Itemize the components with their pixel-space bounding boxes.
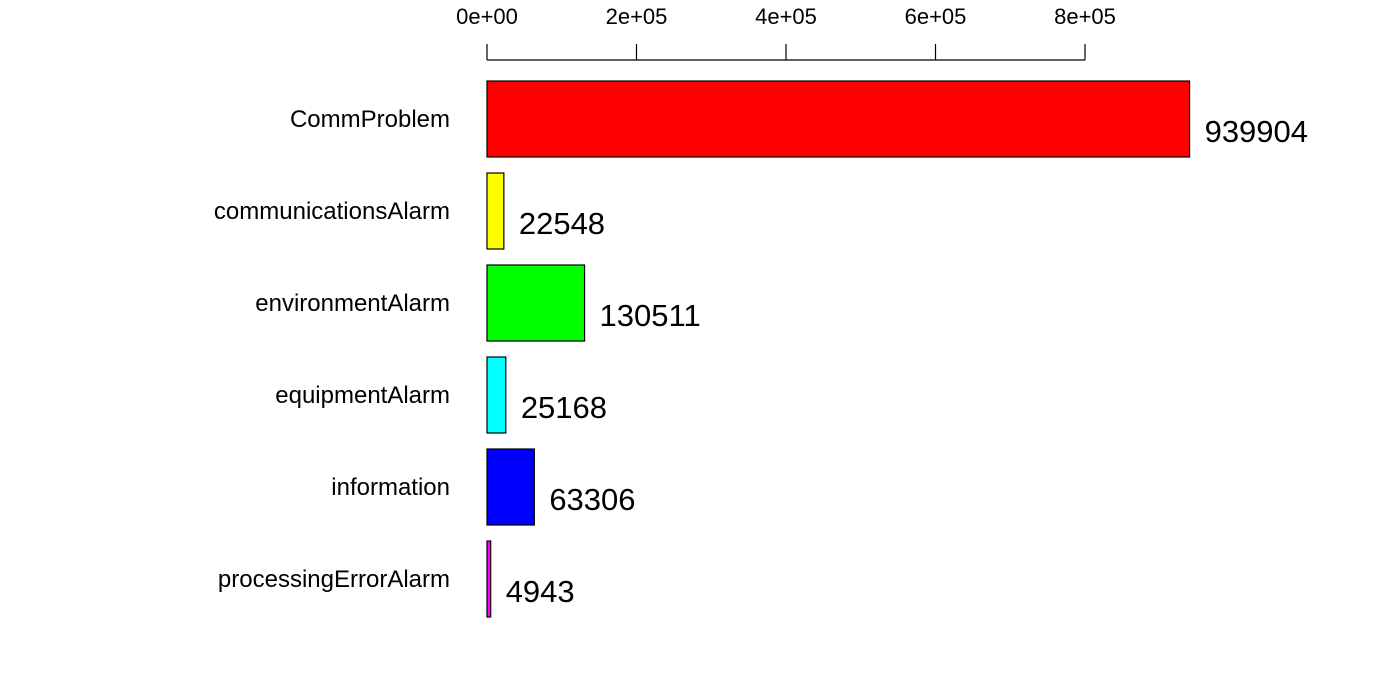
x-tick-label: 6e+05 — [905, 4, 967, 29]
bar — [486, 540, 492, 618]
bar — [486, 448, 535, 526]
category-labels: CommProblem communicationsAlarm environmen… — [214, 106, 450, 593]
data-label: 25168 — [521, 390, 607, 425]
bar — [486, 172, 505, 250]
bar — [486, 356, 507, 434]
bar — [486, 264, 586, 342]
x-tick-label: 4e+05 — [755, 4, 817, 29]
bar — [486, 80, 1191, 158]
category-label: communicationsAlarm — [214, 198, 450, 225]
category-label: environmentAlarm — [255, 290, 450, 317]
category-label: information — [331, 474, 450, 501]
data-label: 130511 — [600, 298, 701, 333]
x-tick-label: 2e+05 — [606, 4, 668, 29]
x-tick-label: 8e+05 — [1054, 4, 1116, 29]
data-label: 63306 — [549, 482, 635, 517]
x-axis: 0e+00 2e+05 4e+05 6e+05 8e+05 — [456, 4, 1116, 61]
data-label: 4943 — [506, 574, 575, 609]
category-label: equipmentAlarm — [275, 382, 450, 409]
x-tick-label: 0e+00 — [456, 4, 518, 29]
category-label: CommProblem — [290, 106, 450, 133]
bars — [486, 80, 1191, 618]
category-label: processingErrorAlarm — [218, 566, 450, 593]
value-labels: 939904 22548 130511 25168 63306 4943 — [506, 114, 1308, 609]
data-label: 939904 — [1205, 114, 1308, 149]
data-label: 22548 — [519, 206, 605, 241]
